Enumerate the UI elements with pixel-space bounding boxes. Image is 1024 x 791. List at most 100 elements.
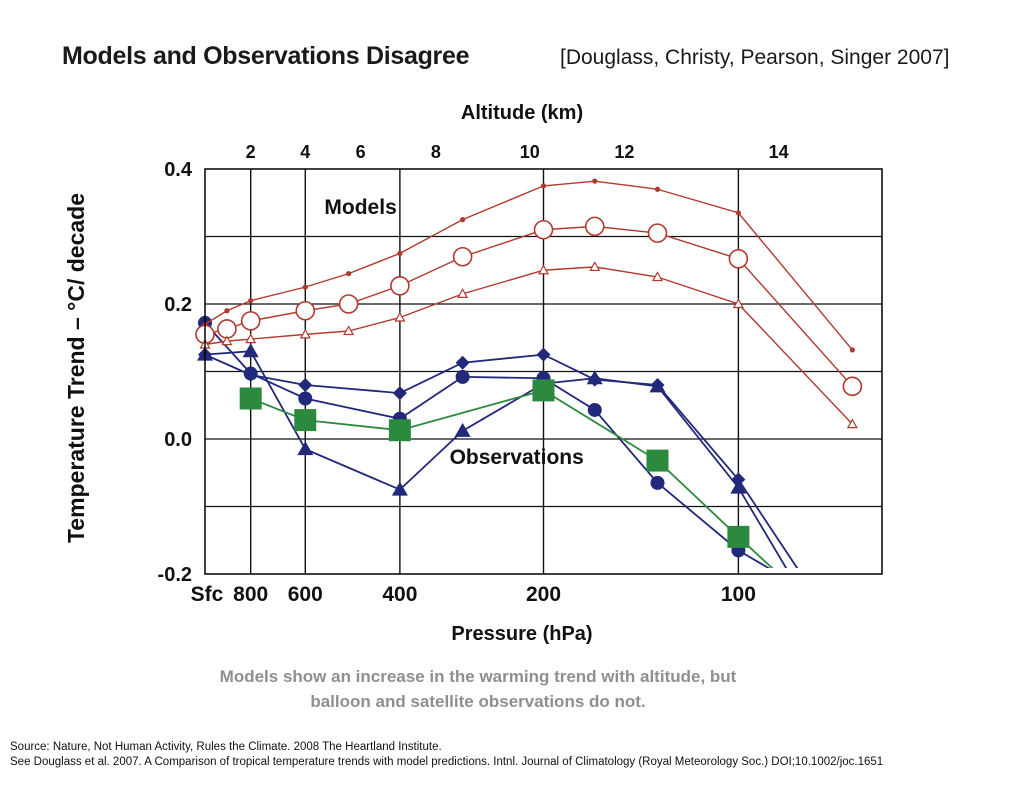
data-point (455, 355, 470, 370)
series-line (204, 322, 771, 568)
data-point (457, 288, 469, 298)
data-point (592, 178, 598, 184)
data-point (455, 369, 470, 384)
y-tick-label: 0.0 (164, 429, 192, 451)
data-point (392, 386, 407, 401)
y-tick-label: 0.2 (164, 294, 192, 316)
data-point (388, 419, 411, 442)
x-tick-label: 600 (288, 583, 323, 606)
data-point (536, 347, 551, 362)
data-point (532, 379, 555, 402)
x-tick-label: Sfc (191, 583, 224, 606)
x2-tick-label: 6 (356, 142, 366, 162)
annotation-label: Models (324, 196, 396, 219)
citation: [Douglass, Christy, Pearson, Singer 2007… (560, 46, 950, 69)
data-point (732, 298, 744, 309)
source-line-1: Source: Nature, Not Human Activity, Rule… (10, 741, 442, 753)
slide-title: Models and Observations Disagree (62, 42, 470, 70)
data-point (727, 525, 750, 548)
data-point (302, 284, 308, 290)
data-point (728, 248, 749, 269)
x2-tick-label: 12 (614, 142, 634, 162)
x-axis-title: Pressure (hPa) (451, 623, 592, 645)
data-point (221, 335, 233, 346)
data-point (849, 347, 855, 353)
data-point (346, 271, 352, 277)
series-models-dot (202, 178, 855, 353)
data-point (584, 216, 605, 237)
series-observations-square (239, 379, 774, 568)
series-line (250, 389, 774, 568)
x2-tick-label: 2 (246, 142, 256, 162)
x2-tick-label: 4 (300, 142, 310, 162)
source-line-2: See Douglass et al. 2007. A Comparison o… (10, 756, 884, 768)
data-point (460, 217, 466, 223)
series-models-triangle-open (199, 261, 858, 429)
annotation-label: Observations (450, 446, 584, 469)
data-point (298, 378, 313, 392)
data-point (589, 261, 601, 271)
data-point (540, 183, 547, 189)
series-models-circle (195, 216, 863, 397)
x2-axis-title: Altitude (km) (461, 102, 583, 124)
x-tick-label: 200 (526, 583, 561, 606)
data-point (338, 294, 359, 314)
data-point (647, 223, 668, 243)
data-point (343, 325, 355, 336)
data-point (391, 481, 408, 496)
y-axis-title: Temperature Trend – °C/ decade (63, 193, 89, 543)
label-layer: Pressure (hPa) Altitude (km) Temperature T… (63, 102, 593, 645)
data-point (454, 422, 471, 437)
data-point (242, 343, 259, 358)
caption-line-1: Models show an increase in the warming t… (219, 667, 737, 686)
data-point (650, 475, 665, 490)
series-layer (195, 178, 863, 568)
data-point (846, 418, 858, 429)
data-point (248, 298, 254, 304)
data-point (537, 264, 550, 275)
caption-line-2: balloon and satellite observations do no… (310, 692, 646, 711)
series-line (204, 180, 853, 351)
data-point (397, 250, 403, 256)
y-tick-label: -0.2 (158, 564, 192, 586)
data-point (390, 275, 410, 296)
data-point (239, 387, 262, 410)
series-line (204, 266, 853, 425)
data-point (649, 378, 666, 393)
data-point (294, 409, 317, 432)
x2-tick-label: 14 (769, 142, 789, 162)
data-point (240, 311, 261, 331)
data-point (299, 328, 311, 339)
data-point (730, 479, 747, 494)
data-point (224, 308, 230, 314)
x2-tick-label: 10 (520, 142, 540, 162)
data-point (586, 370, 603, 385)
data-point (217, 319, 237, 339)
data-point (842, 376, 863, 397)
x-tick-label: 100 (721, 583, 756, 606)
data-point (297, 441, 314, 456)
data-point (587, 402, 602, 417)
x2-tick-label: 8 (431, 142, 441, 162)
caption: Models show an increase in the warming t… (120, 664, 836, 714)
x-tick-label: 800 (233, 583, 268, 606)
data-point (243, 366, 258, 381)
series-line (204, 350, 788, 568)
data-point (654, 186, 661, 192)
data-point (394, 311, 406, 322)
plot-frame (204, 168, 883, 575)
data-point (245, 333, 257, 344)
data-point (452, 246, 473, 267)
data-point (646, 449, 669, 472)
y-tick-label: 0.4 (164, 159, 193, 181)
data-point (298, 391, 313, 406)
data-point (735, 210, 741, 216)
data-point (651, 271, 664, 282)
x-tick-label: 400 (382, 583, 417, 606)
source-note: Source: Nature, Not Human Activity, Rule… (10, 740, 883, 770)
data-point (533, 219, 554, 240)
series-line (204, 353, 799, 568)
data-point (295, 300, 316, 321)
